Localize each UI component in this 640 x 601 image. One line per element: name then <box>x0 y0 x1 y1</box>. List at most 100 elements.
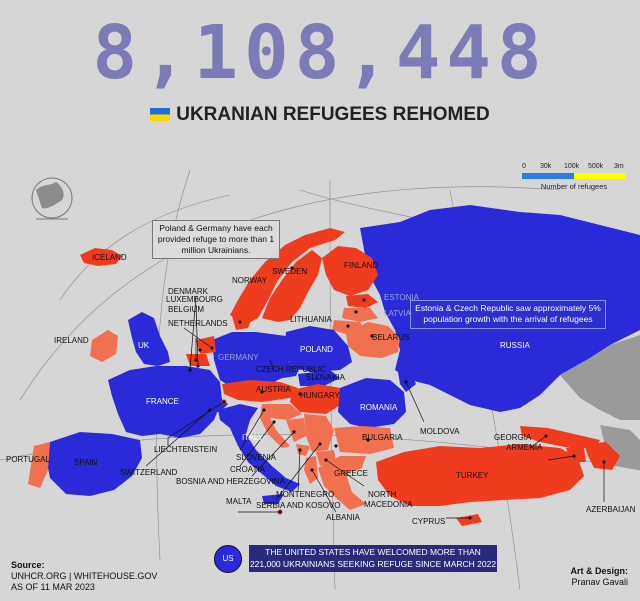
italy-region <box>218 404 300 492</box>
spain-region <box>46 432 142 496</box>
france-region <box>108 366 222 438</box>
label-slovenia: SLOVENIA <box>236 453 277 462</box>
label-romania: ROMANIA <box>360 403 398 412</box>
label-hungary: HUNGARY <box>300 391 341 400</box>
montenegro-region <box>296 444 310 456</box>
serbia-region <box>304 414 334 452</box>
croatia-region <box>260 404 302 448</box>
credit-block: Art & Design: Pranav Gavali <box>570 566 628 588</box>
label-iceland: ICELAND <box>92 253 127 262</box>
finland-region <box>322 246 378 296</box>
label-belgium: BELGIUM <box>168 305 204 314</box>
infographic-title: UKRANIAN REFUGEES REHOMED <box>0 104 640 126</box>
label-greece: GREECE <box>334 469 368 478</box>
source-block: Source: UNHCR.ORG | WHITEHOUSE.GOV AS OF… <box>11 560 157 593</box>
label-luxembourg: LUXEMBOURG <box>166 295 223 304</box>
legend-tick: 3m <box>614 163 624 170</box>
ukraine-flag-icon <box>150 108 171 121</box>
turkey-region <box>376 444 584 506</box>
austria-region <box>222 380 298 402</box>
denmark-region <box>232 310 252 330</box>
label-denmark: DENMARK <box>168 287 209 296</box>
cyprus-region <box>456 514 482 526</box>
portugal-region <box>28 442 50 488</box>
label-liechtenstein: LIECHTENSTEIN <box>154 445 217 454</box>
leader-lines <box>145 295 605 519</box>
globe-icon <box>31 177 73 220</box>
ireland-region <box>90 330 118 362</box>
label-lithuania: LITHUANIA <box>290 315 332 324</box>
label-france: FRANCE <box>146 397 179 406</box>
label-germany: GERMANY <box>218 353 259 362</box>
azerbaijan-region <box>584 442 620 470</box>
label-bosnia: BOSNIA AND HERZEGOVINA <box>176 477 286 486</box>
source-line: UNHCR.ORG | WHITEHOUSE.GOV <box>11 571 158 581</box>
grey-region <box>560 335 640 420</box>
label-moldova: MOLDOVA <box>420 427 460 436</box>
label-turkey: TURKEY <box>456 471 489 480</box>
legend-tick: 100k <box>564 163 580 170</box>
estonia-region <box>346 294 378 308</box>
georgia-region <box>520 426 600 448</box>
belarus-region <box>346 322 400 358</box>
source-date: AS OF 11 MAR 2023 <box>11 582 95 592</box>
label-finland: FINLAND <box>344 261 378 270</box>
marker-dots <box>188 266 606 520</box>
legend-swatch-low <box>522 173 574 179</box>
label-north-macedonia-2: MACEDONIA <box>364 500 413 509</box>
refugee-total: 8,108,448 <box>92 10 548 96</box>
us-badge: US <box>214 545 242 573</box>
label-georgia: GEORGIA <box>494 433 532 442</box>
label-poland: POLAND <box>300 345 333 354</box>
label-czech: CZECH REPUBLIC <box>256 365 326 374</box>
slovakia-region <box>298 370 340 386</box>
label-bulgaria: BULGARIA <box>362 433 403 442</box>
hungary-region <box>290 384 342 414</box>
label-croatia: CROATIA <box>230 465 266 474</box>
iceland-region <box>80 248 122 266</box>
callout-estonia-czech: Estonia & Czech Republic saw approximate… <box>410 300 606 329</box>
label-armenia: ARMENIA <box>506 443 543 452</box>
label-russia: RUSSIA <box>500 341 530 350</box>
label-belarus: BELARUS <box>372 333 409 342</box>
credit-name: Pranav Gavali <box>571 577 628 587</box>
label-azerbaijan: AZERBAIJAN <box>586 505 636 514</box>
romania-region <box>338 378 406 428</box>
legend-caption: Number of refugees <box>540 182 608 191</box>
label-ireland: IRELAND <box>54 336 89 345</box>
bosnia-region <box>286 418 306 442</box>
greece-region <box>318 456 366 510</box>
sweden-region <box>262 250 322 322</box>
poland-region <box>284 326 352 372</box>
legend-tick: 30k <box>540 163 552 170</box>
label-montenegro: MONTENEGRO <box>276 490 334 499</box>
label-netherlands: NETHERLANDS <box>168 319 228 328</box>
label-albania: ALBANIA <box>326 513 360 522</box>
label-estonia: ESTONIA <box>384 293 420 302</box>
czech-region <box>254 358 300 380</box>
armenia-region <box>566 448 586 462</box>
source-heading: Source: <box>11 560 45 570</box>
norway-region <box>230 228 345 325</box>
color-legend: 0 30k 100k 500k 3m Number of refugees <box>522 163 626 191</box>
label-italy: ITALY <box>242 433 264 442</box>
label-cyprus: CYPRUS <box>412 517 445 526</box>
legend-ticks: 0 30k 100k 500k 3m <box>522 163 626 173</box>
legend-swatch-high <box>574 173 626 179</box>
label-north-macedonia-1: NORTH <box>368 490 397 499</box>
label-norway: NORWAY <box>232 276 268 285</box>
title-text: UKRANIAN REFUGEES REHOMED <box>176 104 490 125</box>
label-slovakia: SLOVAKIA <box>306 373 346 382</box>
switzerland-region <box>196 396 228 412</box>
label-malta: MALTA <box>226 497 252 506</box>
legend-tick: 0 <box>522 163 526 170</box>
label-austria: AUSTRIA <box>256 385 291 394</box>
uk-region <box>128 312 170 366</box>
bulgaria-region <box>334 426 394 454</box>
latvia-region <box>342 308 378 322</box>
label-latvia: LATVIA <box>384 309 412 318</box>
label-switzerland: SWITZERLAND <box>120 468 178 477</box>
label-portugal: PORTUGAL <box>6 455 50 464</box>
label-spain: SPAIN <box>74 458 98 467</box>
